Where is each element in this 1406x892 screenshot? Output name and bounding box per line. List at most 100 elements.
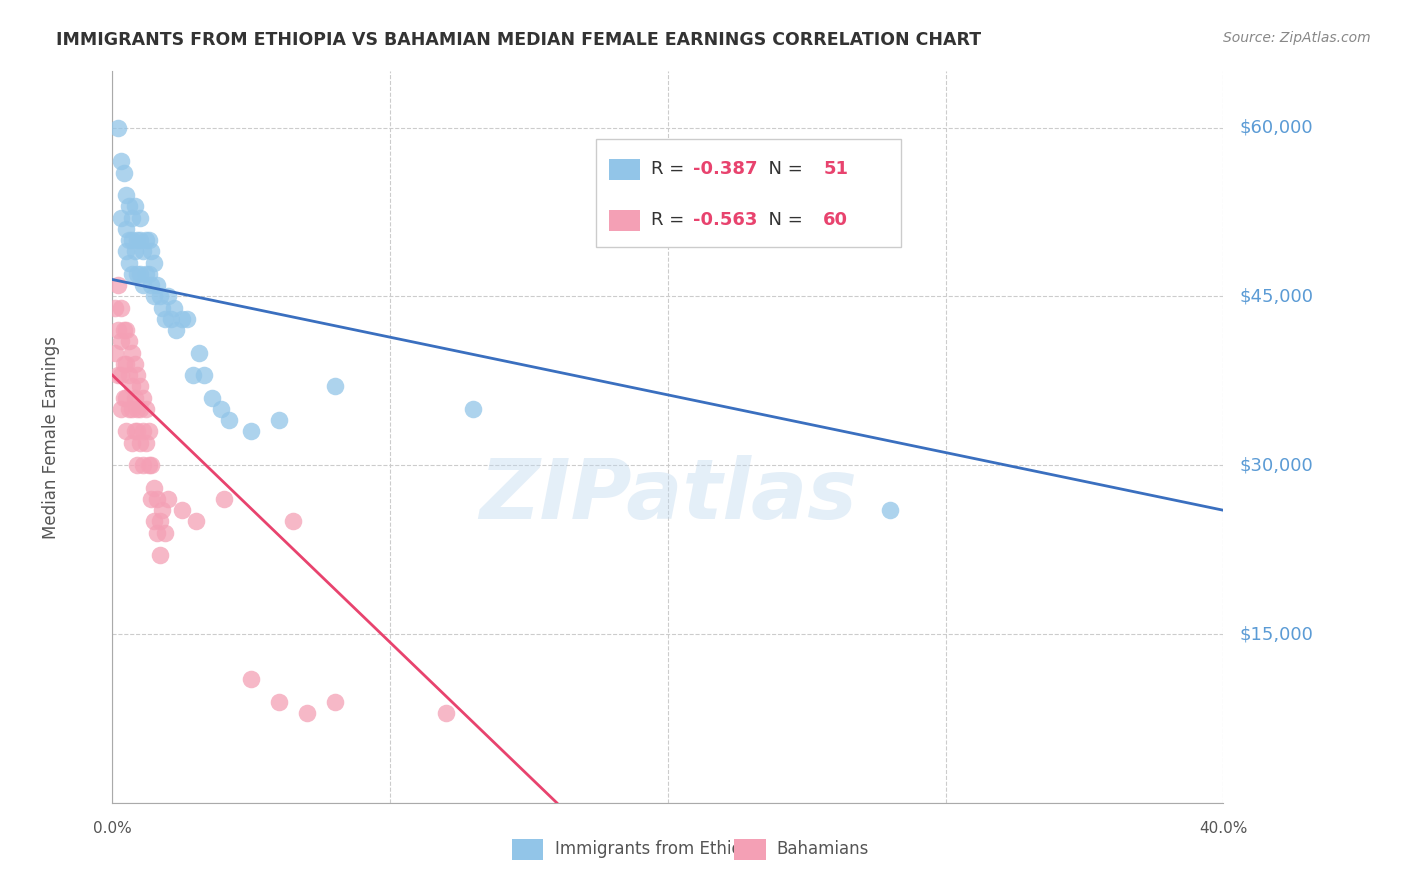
Point [240,425,263,439]
Text: $60,000: $60,000 [1240,119,1313,136]
FancyBboxPatch shape [609,160,640,180]
Point [129,211,152,225]
Point [170,312,193,326]
Point [118,199,141,213]
Point [141,491,163,506]
Text: Median Female Earnings: Median Female Earnings [42,335,60,539]
Text: Bahamians: Bahamians [776,840,869,858]
Point [112,391,135,405]
Point [323,694,346,708]
Point [129,401,152,416]
Point [107,323,129,337]
Point [110,211,132,225]
Point [118,255,141,269]
Point [267,413,291,427]
Point [121,435,143,450]
Point [118,401,141,416]
FancyBboxPatch shape [734,839,766,860]
Point [115,222,138,236]
Point [121,267,143,281]
Point [115,357,138,371]
Point [118,233,141,247]
Point [879,503,901,517]
Text: Source: ZipAtlas.com: Source: ZipAtlas.com [1223,31,1371,45]
Point [121,401,143,416]
Point [127,233,149,247]
Point [132,391,155,405]
Text: N =: N = [756,211,808,229]
Point [146,491,169,506]
Point [115,244,138,259]
Point [124,199,146,213]
Point [132,278,155,293]
Point [124,244,146,259]
Point [143,481,166,495]
Point [124,357,146,371]
Point [121,211,143,225]
Point [121,345,143,359]
Point [135,233,157,247]
Point [184,515,207,529]
Text: $30,000: $30,000 [1240,456,1313,475]
Point [155,525,177,540]
FancyBboxPatch shape [512,839,544,860]
Point [110,368,132,383]
Point [187,345,209,359]
Point [127,425,149,439]
Text: -0.563: -0.563 [693,211,758,229]
Point [124,391,146,405]
Point [143,289,166,303]
Point [295,706,318,720]
Point [107,120,129,135]
Point [209,401,232,416]
Point [115,425,138,439]
Text: 0.0%: 0.0% [93,821,132,836]
Point [149,548,172,562]
Point [176,312,198,326]
Point [110,154,132,169]
Point [132,458,155,473]
Point [181,368,204,383]
Point [129,267,152,281]
Text: ZIPatlas: ZIPatlas [479,455,856,536]
Point [129,435,152,450]
Point [138,425,160,439]
Point [434,706,457,720]
Point [193,368,215,383]
Point [138,267,160,281]
Point [132,425,155,439]
Point [118,368,141,383]
Point [146,278,169,293]
Point [146,525,169,540]
Point [152,301,174,315]
Point [132,244,155,259]
Point [143,255,166,269]
Point [138,233,160,247]
Point [152,503,174,517]
Point [115,391,138,405]
Point [112,357,135,371]
Point [129,379,152,393]
Point [135,267,157,281]
Point [149,289,172,303]
Point [127,401,149,416]
Point [115,323,138,337]
Point [157,491,180,506]
Point [281,515,304,529]
Text: IMMIGRANTS FROM ETHIOPIA VS BAHAMIAN MEDIAN FEMALE EARNINGS CORRELATION CHART: IMMIGRANTS FROM ETHIOPIA VS BAHAMIAN MED… [56,31,981,49]
Point [323,379,346,393]
Point [162,301,184,315]
Point [159,312,181,326]
Point [110,401,132,416]
Point [201,391,224,405]
Point [170,503,193,517]
Point [267,694,291,708]
Text: R =: R = [651,211,690,229]
Text: -0.387: -0.387 [693,160,758,178]
Point [107,368,129,383]
Point [107,278,129,293]
Point [127,368,149,383]
Text: 40.0%: 40.0% [1199,821,1247,836]
Point [240,672,263,686]
Point [463,401,485,416]
